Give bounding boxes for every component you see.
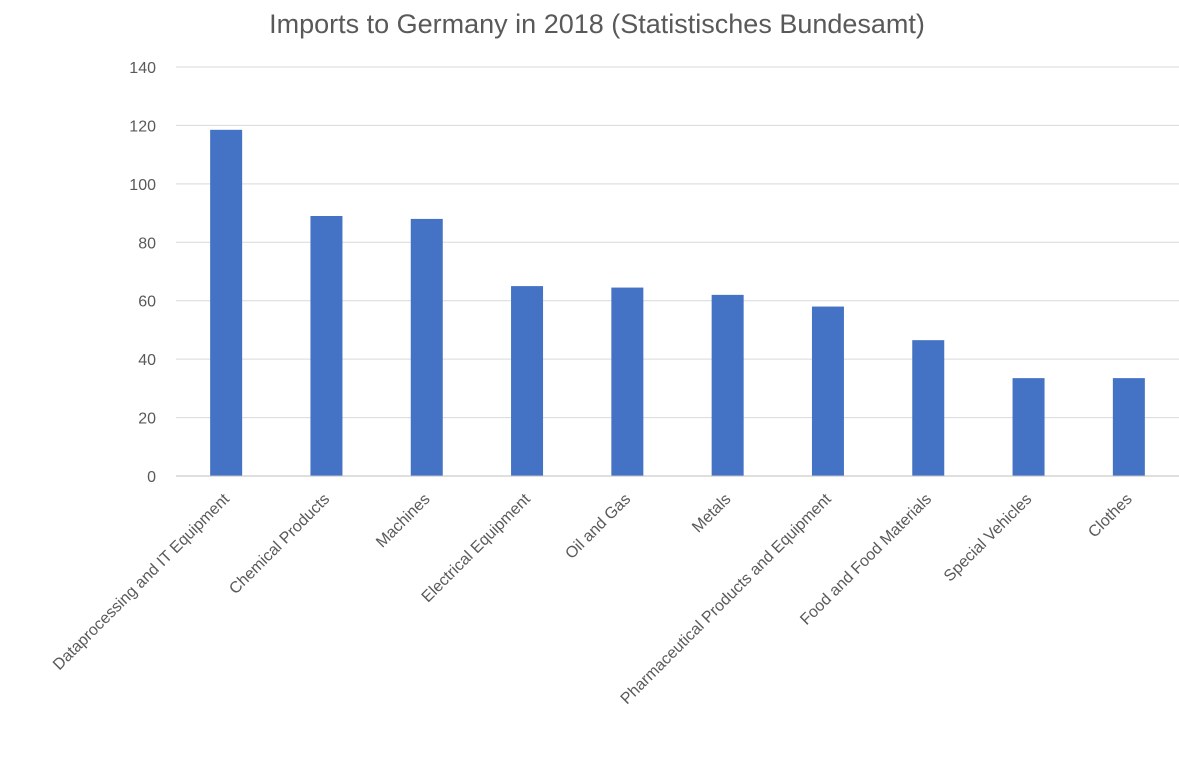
y-tick-label: 100 [129, 177, 156, 194]
x-tick-label: Chemical Products [226, 491, 333, 598]
x-tick-label: Machines [373, 491, 433, 551]
x-tick-label: Electrical Equipment [419, 490, 535, 606]
y-tick-label: 120 [129, 118, 156, 135]
x-axis-labels: Dataprocessing and IT EquipmentChemical … [50, 490, 1136, 707]
x-tick-label: Clothes [1085, 491, 1135, 541]
y-axis-ticks: 0 20 40 60 80 100 120 140 [129, 60, 156, 486]
y-tick-label: 80 [138, 235, 156, 252]
bar [1012, 378, 1045, 476]
y-tick-label: 60 [138, 294, 156, 311]
chart-title: Imports to Germany in 2018 (Statistische… [269, 9, 925, 39]
y-tick-label: 20 [138, 411, 156, 428]
x-tick-label: Pharmaceutical Products and Equipment [618, 490, 835, 707]
x-tick-label: Oil and Gas [562, 491, 634, 563]
bar [310, 215, 343, 476]
bar [410, 218, 443, 476]
x-tick-label: Special Vehicles [941, 491, 1035, 585]
bar [611, 287, 644, 476]
x-tick-label: Dataprocessing and IT Equipment [50, 490, 233, 673]
x-tick-label: Metals [689, 491, 734, 536]
y-tick-label: 40 [138, 352, 156, 369]
y-tick-label: 0 [147, 469, 156, 486]
gridlines [176, 66, 1179, 419]
bars [210, 129, 1145, 476]
bar [912, 340, 945, 476]
bar [711, 294, 744, 476]
y-tick-label: 140 [129, 60, 156, 77]
bar [811, 306, 844, 476]
bar [1112, 378, 1145, 476]
bar [511, 286, 544, 476]
bar [210, 129, 243, 476]
